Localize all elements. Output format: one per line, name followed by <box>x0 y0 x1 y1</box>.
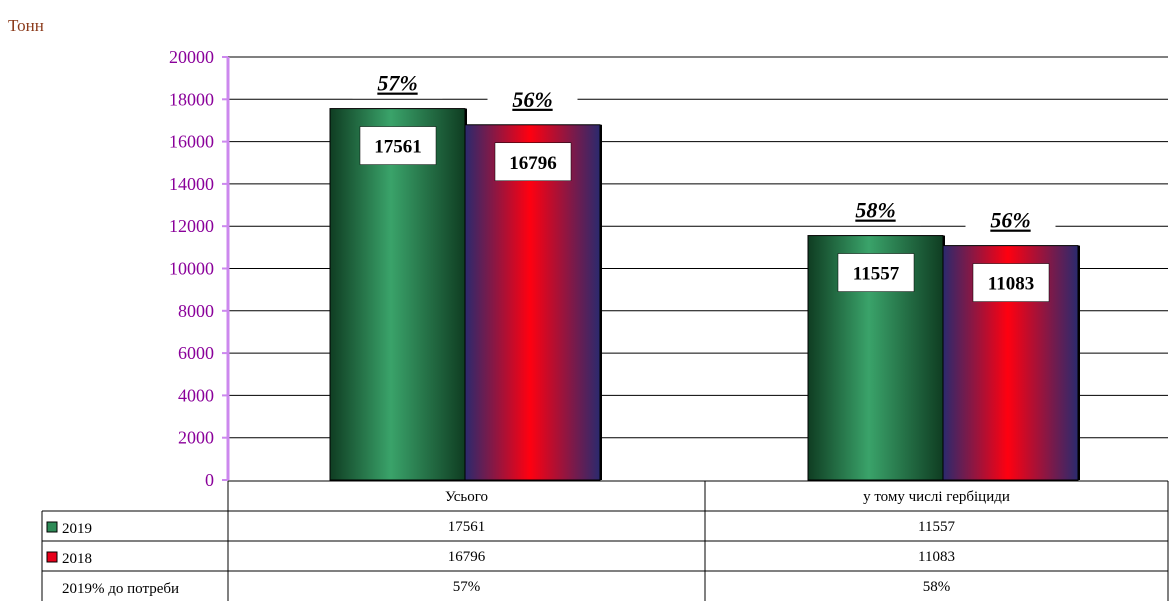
bar-value-label-box <box>494 142 572 182</box>
y-axis: 0 2000 4000 6000 8000 10000 12000 14000 16000 180… <box>169 47 230 490</box>
table-cell: 17561 <box>448 519 486 535</box>
percent-label-bg <box>487 80 578 115</box>
data-table: Усього у тому числі гербіциди 2019 17561 115… <box>41 480 1169 601</box>
table-header-category: Усього <box>445 489 488 505</box>
percent-label: 56% <box>512 87 552 112</box>
bars: 17561 57% 16796 56% 11557 58% 11083 56% <box>329 64 1080 481</box>
percent-label: 56% <box>990 208 1030 233</box>
table-cell: 11557 <box>918 519 955 535</box>
legend-swatch-2019 <box>46 521 58 533</box>
legend-swatch-2018 <box>46 551 58 563</box>
table-row-label: 2019% до потреби <box>62 581 179 597</box>
table-cell: 58% <box>923 579 951 595</box>
bar-2019-total <box>329 108 466 481</box>
table-header-category: у тому числі гербіциди <box>863 489 1010 505</box>
y-tick-label: 4000 <box>178 385 214 405</box>
y-tick-label: 10000 <box>169 259 214 279</box>
bar-value-label-box <box>837 253 915 292</box>
table-row-label: 2018 <box>62 551 92 567</box>
table-row-label: 2019 <box>62 521 92 537</box>
bar-value-label: 16796 <box>509 153 557 174</box>
table-cell: 57% <box>453 579 481 595</box>
y-tick-label: 20000 <box>169 47 214 67</box>
y-tick-label: 16000 <box>169 132 214 152</box>
y-tick-label: 14000 <box>169 174 214 194</box>
y-axis-unit-label: Тонн <box>8 16 44 35</box>
percent-label-bg <box>965 201 1056 236</box>
percent-label-bg <box>830 191 921 226</box>
y-tick-label: 2000 <box>178 428 214 448</box>
bar-value-label-box <box>972 263 1050 302</box>
table-cell: 11083 <box>918 549 955 565</box>
y-tick-label: 18000 <box>169 89 214 109</box>
bar-value-label: 11083 <box>988 274 1034 295</box>
bar-2018-total <box>464 124 601 481</box>
bar-value-label: 17561 <box>374 137 422 158</box>
y-tick-label: 8000 <box>178 301 214 321</box>
percent-label: 57% <box>377 71 417 96</box>
y-tick-label: 0 <box>205 470 214 490</box>
y-tick-label: 12000 <box>169 216 214 236</box>
percent-label-bg <box>352 64 443 99</box>
percent-label: 58% <box>855 198 895 223</box>
table-cell: 16796 <box>448 549 486 565</box>
y-tick-label: 6000 <box>178 343 214 363</box>
bar-value-label-box <box>359 126 437 165</box>
bar-value-label: 11557 <box>853 264 900 285</box>
